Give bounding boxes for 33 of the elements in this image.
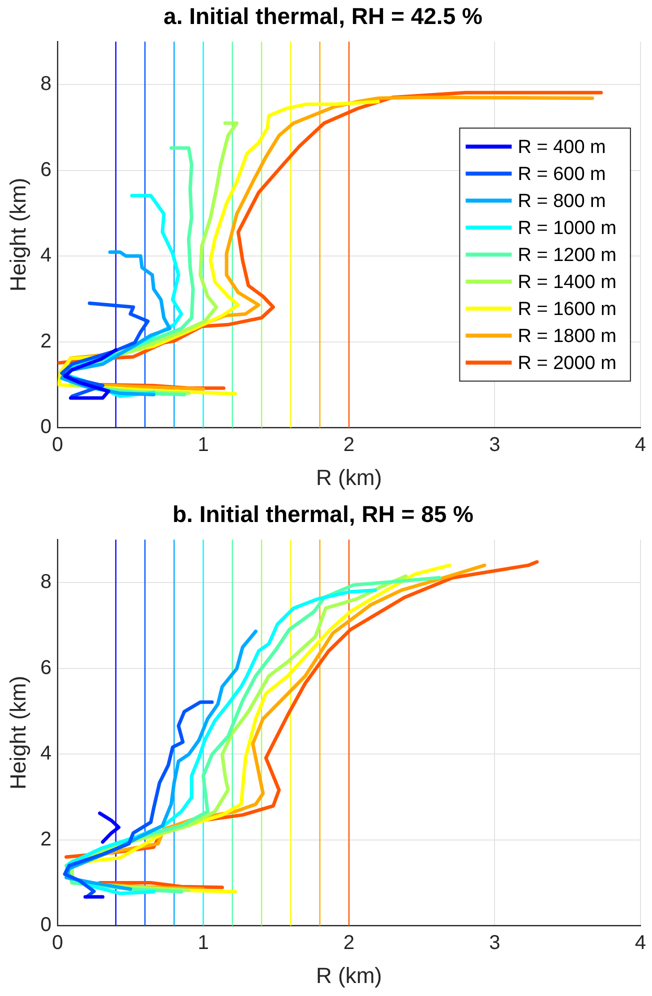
legend-label: R = 2000 m xyxy=(518,352,616,374)
y-tick-label: 0 xyxy=(40,416,52,438)
legend-label: R = 1000 m xyxy=(518,218,616,239)
y-tick-label: 6 xyxy=(40,656,52,679)
chart-title: a. Initial thermal, RH = 42.5 % xyxy=(164,3,482,30)
y-axis-title: Height (km) xyxy=(5,676,30,790)
legend-label: R = 600 m xyxy=(518,164,606,185)
x-tick-label: 2 xyxy=(343,434,355,456)
y-tick-label: 2 xyxy=(40,828,52,850)
legend-label: R = 1200 m xyxy=(518,244,616,266)
legend-label: R = 400 m xyxy=(518,136,606,158)
x-axis-title: R (km) xyxy=(316,464,382,490)
x-tick-label: 4 xyxy=(634,932,646,954)
legend-label: R = 1400 m xyxy=(518,272,616,293)
legend-label: R = 800 m xyxy=(518,190,606,212)
y-tick-label: 2 xyxy=(40,330,52,352)
y-tick-label: 8 xyxy=(40,73,52,96)
y-tick-label: 0 xyxy=(40,914,52,936)
x-tick-label: 1 xyxy=(198,932,209,954)
y-axis-title: Height (km) xyxy=(5,178,30,292)
chart-title: b. Initial thermal, RH = 85 % xyxy=(172,501,474,528)
x-axis-title: R (km) xyxy=(316,962,382,988)
x-tick-label: 3 xyxy=(489,434,500,456)
x-tick-label: 2 xyxy=(343,932,355,954)
legend-label: R = 1800 m xyxy=(518,326,616,347)
y-tick-label: 4 xyxy=(40,742,52,765)
legend-label: R = 1600 m xyxy=(518,298,616,320)
y-tick-label: 8 xyxy=(40,571,52,594)
x-tick-label: 4 xyxy=(634,434,646,456)
y-tick-label: 4 xyxy=(40,244,52,267)
x-tick-label: 3 xyxy=(489,932,500,954)
y-tick-label: 6 xyxy=(40,158,52,181)
x-tick-label: 1 xyxy=(198,434,209,456)
